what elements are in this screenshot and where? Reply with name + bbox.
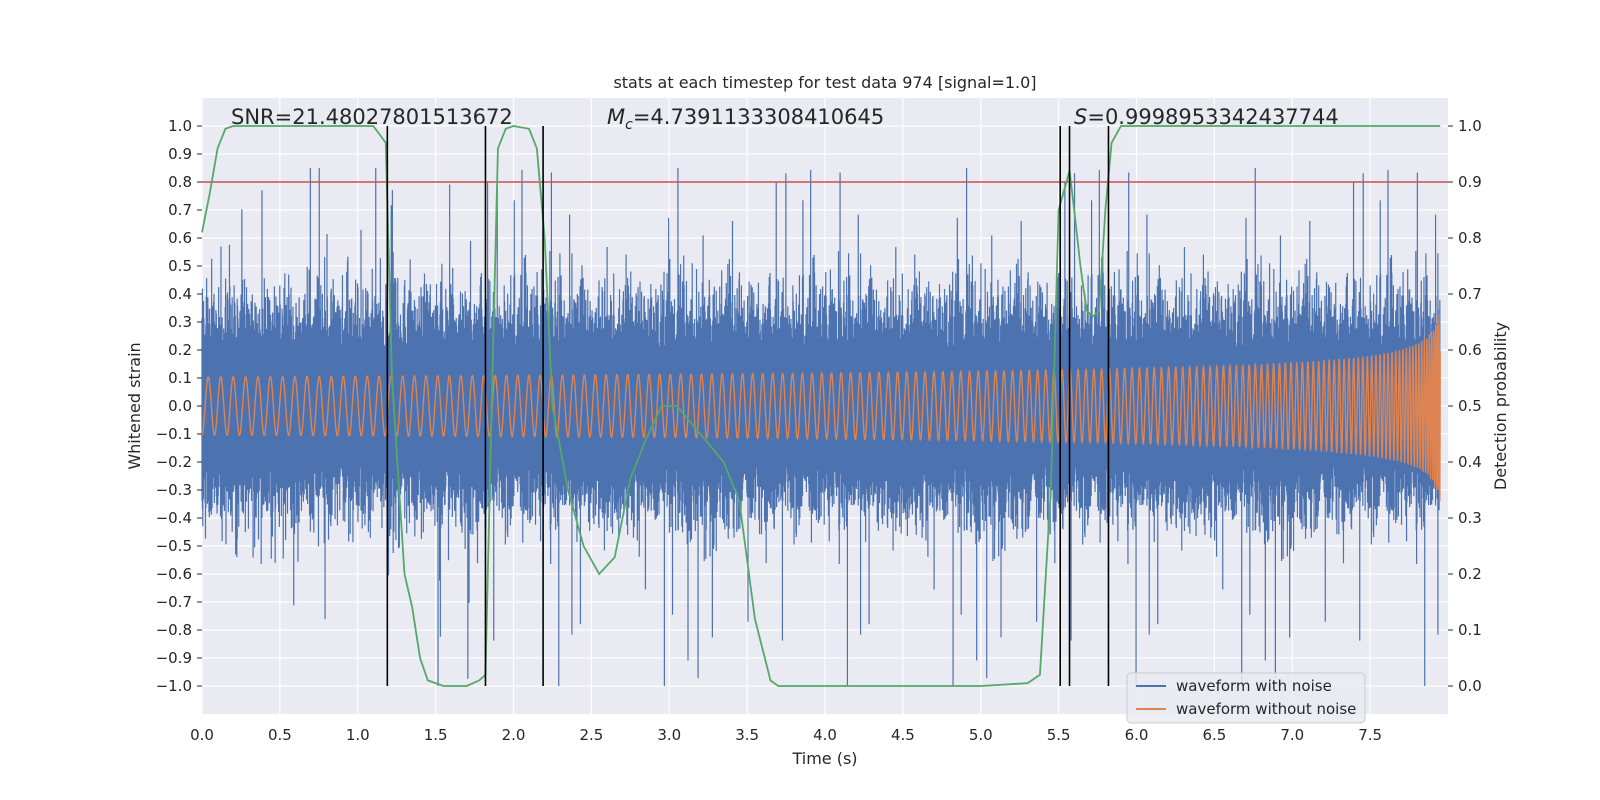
y2-tick-label: 0.6 [1458, 341, 1482, 359]
x-tick-label: 1.0 [346, 726, 370, 744]
x-tick-label: 7.0 [1280, 726, 1304, 744]
y-tick-label: −0.7 [156, 593, 192, 611]
y-tick-label: 0.2 [168, 341, 192, 359]
y-tick-label: −0.8 [156, 621, 192, 639]
x-tick-label: 1.5 [424, 726, 448, 744]
y2-tick-label: 0.8 [1458, 229, 1482, 247]
y-tick-label: 1.0 [168, 117, 192, 135]
y2-tick-label: 0.5 [1458, 397, 1482, 415]
annotation-chirp-mass-subscript: c [625, 117, 633, 133]
x-tick-label: 2.5 [579, 726, 603, 744]
y2-axis-ticks: 1.0 0.9 0.8 0.7 0.6 0.5 0.4 0.3 0.2 0.1 0.0 [1448, 117, 1482, 695]
y2-tick-label: 0.1 [1458, 621, 1482, 639]
x-tick-label: 3.5 [735, 726, 759, 744]
legend: waveform with noise waveform without noi… [1126, 672, 1366, 724]
x-tick-label: 4.5 [891, 726, 915, 744]
y-tick-label: 0.7 [168, 201, 192, 219]
x-tick-label: 5.5 [1047, 726, 1071, 744]
y-axis-ticks: 1.0 0.9 0.8 0.7 0.6 0.5 0.4 0.3 0.2 0.1 0.0 −0.1 −0.… [156, 117, 202, 695]
y-tick-label: −0.9 [156, 649, 192, 667]
legend-noisy-label: waveform with noise [1176, 677, 1332, 695]
y2-axis-label: Detection probability [1491, 322, 1510, 490]
x-tick-label: 6.5 [1202, 726, 1226, 744]
legend-clean-label: waveform without noise [1176, 700, 1356, 718]
y-tick-label: 0.6 [168, 229, 192, 247]
x-tick-label: 7.5 [1358, 726, 1382, 744]
annotation-s-value: =0.9998953342437744 [1087, 105, 1338, 129]
y-tick-label: −0.5 [156, 537, 192, 555]
x-tick-label: 0.0 [190, 726, 214, 744]
y2-tick-label: 0.7 [1458, 285, 1482, 303]
y2-tick-label: 0.3 [1458, 509, 1482, 527]
y2-tick-label: 1.0 [1458, 117, 1482, 135]
y2-tick-label: 0.2 [1458, 565, 1482, 583]
y-tick-label: 0.0 [168, 397, 192, 415]
annotation-s: S=0.9998953342437744 [1074, 105, 1339, 129]
y2-tick-label: 0.9 [1458, 173, 1482, 191]
y-tick-label: 0.9 [168, 145, 192, 163]
y2-tick-label: 0.4 [1458, 453, 1482, 471]
x-tick-label: 4.0 [813, 726, 837, 744]
y-tick-label: −0.1 [156, 425, 192, 443]
annotation-chirp-mass-value: =4.7391133308410645 [633, 105, 884, 129]
annotation-s-symbol: S [1074, 105, 1087, 129]
y-tick-label: −0.6 [156, 565, 192, 583]
y-tick-label: 0.4 [168, 285, 192, 303]
y-tick-label: −0.4 [156, 509, 192, 527]
x-tick-label: 2.0 [502, 726, 526, 744]
legend-box [1126, 672, 1366, 724]
y-tick-label: 0.8 [168, 173, 192, 191]
y-tick-label: −0.2 [156, 453, 192, 471]
clean-waveform-path [201, 314, 1441, 502]
x-tick-label: 3.0 [657, 726, 681, 744]
x-axis-label: Time (s) [791, 749, 857, 768]
series-waveform-without-noise [201, 314, 1441, 502]
y-tick-label: 0.5 [168, 257, 192, 275]
chart-title: stats at each timestep for test data 974… [613, 73, 1036, 92]
x-tick-label: 6.0 [1125, 726, 1149, 744]
annotation-snr: SNR=21.48027801513672 [231, 105, 513, 129]
y2-tick-label: 0.0 [1458, 677, 1482, 695]
y-tick-label: −1.0 [156, 677, 192, 695]
annotation-chirp-mass: Mc=4.7391133308410645 [607, 105, 884, 133]
x-tick-label: 5.0 [969, 726, 993, 744]
x-axis-ticks: 0.0 0.5 1.0 1.5 2.0 2.5 3.0 3.5 4.0 4.5 5.0 5.5 6.0 6… [190, 726, 1382, 744]
x-tick-label: 0.5 [268, 726, 292, 744]
annotation-chirp-mass-symbol: M [607, 105, 625, 129]
y-axis-label: Whitened strain [125, 342, 144, 469]
y-tick-label: 0.3 [168, 313, 192, 331]
y-tick-label: −0.3 [156, 481, 192, 499]
series-detection-probability [201, 125, 1441, 687]
vertical-event-lines [386, 126, 1110, 686]
y-tick-label: 0.1 [168, 369, 192, 387]
